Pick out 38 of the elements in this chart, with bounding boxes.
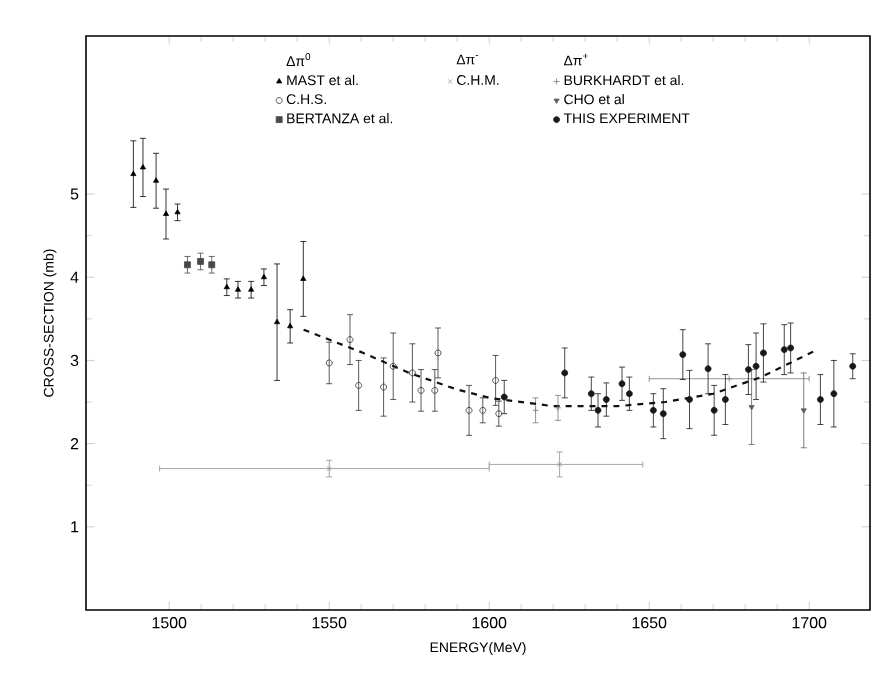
point — [625, 390, 633, 398]
point — [686, 396, 693, 403]
point — [197, 258, 204, 265]
line-series — [302, 328, 817, 408]
point — [248, 286, 255, 292]
point — [787, 344, 795, 352]
point — [649, 406, 657, 414]
point — [602, 396, 610, 403]
point — [587, 390, 595, 398]
point — [817, 396, 824, 403]
point — [849, 362, 857, 370]
point — [721, 396, 729, 403]
point — [139, 164, 146, 170]
point — [300, 275, 307, 281]
point — [748, 405, 755, 411]
point — [287, 322, 294, 329]
point — [153, 177, 160, 183]
point — [235, 286, 241, 292]
point — [710, 406, 718, 414]
point — [594, 406, 602, 414]
point — [274, 318, 281, 325]
point — [500, 393, 508, 401]
point — [659, 410, 667, 418]
point — [618, 380, 626, 388]
point — [800, 408, 807, 414]
point — [163, 210, 169, 216]
point — [760, 349, 767, 357]
point — [704, 365, 712, 373]
point — [208, 261, 216, 269]
point — [184, 261, 191, 269]
point — [130, 170, 137, 176]
point — [223, 283, 230, 290]
point — [174, 208, 181, 215]
point — [780, 346, 788, 354]
point — [830, 390, 838, 398]
point — [561, 369, 569, 377]
point — [260, 273, 267, 280]
point — [679, 351, 687, 358]
